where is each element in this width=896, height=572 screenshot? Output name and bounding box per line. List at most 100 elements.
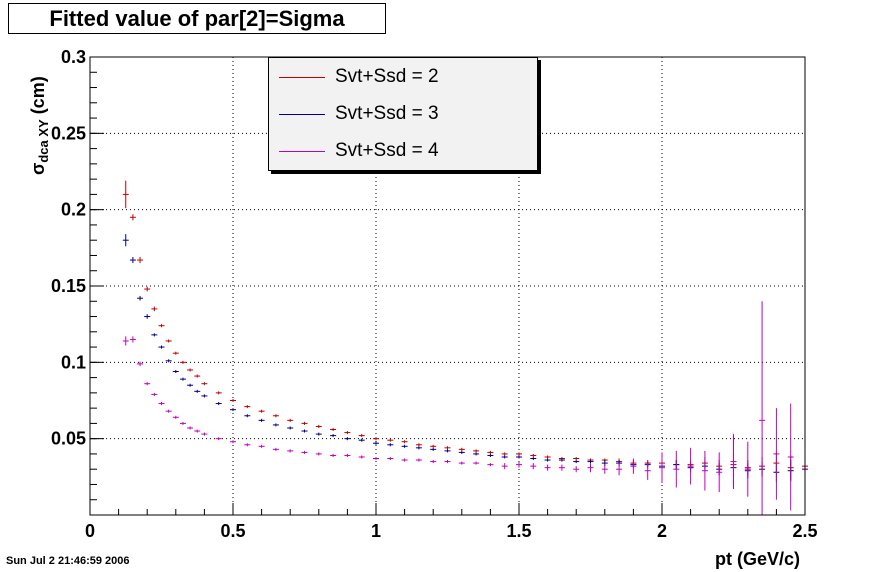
data-point bbox=[272, 447, 279, 451]
data-point bbox=[201, 432, 208, 436]
data-point bbox=[330, 434, 337, 438]
data-point bbox=[244, 443, 251, 447]
x-tick-label: 1.5 bbox=[506, 521, 531, 541]
data-point bbox=[165, 409, 172, 413]
data-point bbox=[544, 455, 551, 459]
data-point bbox=[401, 458, 408, 462]
data-point bbox=[373, 456, 379, 461]
legend-entry-series-2: Svt+Ssd = 3 bbox=[269, 97, 537, 133]
chart-title: Fitted value of par[2]=Sigma bbox=[49, 6, 345, 31]
data-point bbox=[401, 440, 408, 444]
data-point bbox=[687, 447, 694, 485]
data-point bbox=[501, 463, 508, 470]
data-point bbox=[573, 460, 580, 464]
data-point bbox=[544, 458, 551, 462]
data-point bbox=[787, 403, 794, 511]
data-point bbox=[344, 453, 351, 457]
data-point bbox=[387, 438, 394, 442]
data-point bbox=[330, 427, 337, 432]
data-point bbox=[587, 463, 594, 473]
data-point bbox=[258, 409, 265, 413]
data-point bbox=[444, 449, 451, 453]
data-point bbox=[415, 443, 422, 447]
data-point bbox=[516, 452, 522, 456]
data-point bbox=[201, 382, 208, 386]
y-tick-label: 0.05 bbox=[51, 429, 86, 449]
data-point bbox=[616, 463, 623, 476]
data-point bbox=[573, 456, 580, 461]
data-point bbox=[587, 460, 594, 464]
x-tick-label: 2 bbox=[657, 521, 667, 541]
data-point bbox=[272, 414, 279, 418]
data-point bbox=[258, 418, 265, 422]
x-tick-label: 0 bbox=[85, 521, 95, 541]
data-point bbox=[179, 421, 186, 425]
data-point bbox=[194, 429, 201, 433]
data-point bbox=[415, 446, 422, 450]
data-point bbox=[137, 295, 144, 301]
data-point bbox=[458, 447, 465, 451]
data-point bbox=[144, 314, 151, 319]
data-point bbox=[516, 461, 522, 468]
data-point bbox=[473, 461, 480, 465]
data-point bbox=[544, 464, 551, 471]
data-point bbox=[358, 434, 365, 438]
data-point bbox=[122, 180, 129, 209]
legend: Svt+Ssd = 2 Svt+Ssd = 3 Svt+Ssd = 4 bbox=[268, 57, 538, 171]
data-point bbox=[501, 452, 508, 456]
data-point bbox=[172, 369, 179, 374]
data-point bbox=[144, 382, 151, 386]
data-point bbox=[401, 444, 408, 448]
data-point bbox=[344, 431, 351, 435]
data-point bbox=[194, 374, 201, 378]
data-point bbox=[201, 394, 208, 398]
data-point bbox=[373, 437, 379, 441]
y-axis-label-symbol: σ bbox=[28, 163, 48, 175]
data-point bbox=[487, 450, 494, 454]
legend-line-red bbox=[279, 77, 325, 78]
data-point bbox=[230, 440, 236, 444]
data-point bbox=[473, 449, 480, 453]
legend-entry-series-3: Svt+Ssd = 4 bbox=[269, 134, 537, 170]
data-point bbox=[129, 256, 136, 264]
data-point bbox=[530, 453, 537, 457]
legend-label: Svt+Ssd = 2 bbox=[335, 66, 439, 87]
data-point bbox=[287, 426, 294, 430]
legend-entry-series-1: Svt+Ssd = 2 bbox=[269, 60, 537, 96]
data-point bbox=[730, 434, 737, 490]
data-point bbox=[287, 449, 294, 453]
data-point bbox=[530, 463, 537, 470]
data-point bbox=[744, 441, 751, 497]
data-point bbox=[172, 415, 179, 419]
y-axis-label: σdca XY (cm) bbox=[28, 76, 51, 175]
data-point bbox=[430, 444, 437, 448]
data-point bbox=[301, 429, 308, 433]
data-point bbox=[558, 464, 565, 471]
data-point bbox=[601, 464, 608, 474]
y-tick-label: 0.2 bbox=[61, 200, 86, 220]
series-1 bbox=[122, 180, 808, 480]
data-point bbox=[230, 408, 236, 412]
data-point bbox=[151, 306, 158, 312]
data-point bbox=[387, 443, 394, 447]
data-point bbox=[244, 414, 251, 418]
data-point bbox=[122, 234, 129, 247]
data-point bbox=[215, 391, 222, 395]
data-point bbox=[158, 324, 165, 328]
data-point bbox=[344, 437, 351, 441]
y-tick-label: 0.25 bbox=[51, 123, 86, 143]
data-point bbox=[644, 461, 651, 480]
data-point bbox=[487, 453, 494, 457]
data-point bbox=[358, 455, 365, 459]
data-point bbox=[501, 455, 508, 459]
data-point bbox=[516, 455, 522, 459]
chart-title-box: Fitted value of par[2]=Sigma bbox=[8, 3, 386, 34]
data-point bbox=[179, 377, 186, 381]
data-point bbox=[444, 460, 451, 464]
data-point bbox=[172, 351, 179, 355]
series-3 bbox=[122, 301, 808, 515]
data-point bbox=[673, 450, 680, 488]
y-tick-label: 0.3 bbox=[61, 47, 86, 67]
data-point bbox=[430, 447, 437, 451]
